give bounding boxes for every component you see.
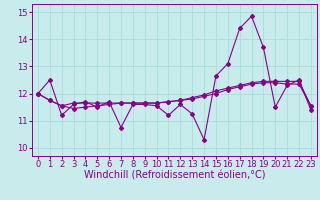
X-axis label: Windchill (Refroidissement éolien,°C): Windchill (Refroidissement éolien,°C) [84, 171, 265, 181]
